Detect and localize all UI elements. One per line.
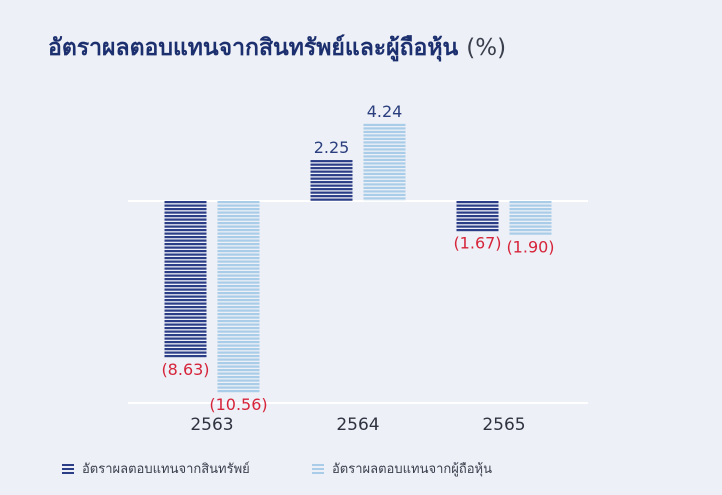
data-label-roe-2564: 4.24 <box>367 102 403 121</box>
legend-label-roa: อัตราผลตอบแทนจากสินทรัพย์ <box>82 462 250 477</box>
bar-roa-2564 <box>310 160 353 201</box>
legend-item-roe: อัตราผลตอบแทนจากผู้ถือหุ้น <box>312 458 492 479</box>
x-tick-label-2563: 2563 <box>190 415 233 435</box>
data-label-roe-2565: (1.90) <box>506 238 554 257</box>
bar-roa-2563 <box>164 201 207 358</box>
legend-swatch-roa <box>62 464 74 474</box>
data-label-roe-2563: (10.56) <box>209 395 267 414</box>
data-label-roa-2564: 2.25 <box>314 138 350 157</box>
bar-roe-2564 <box>363 123 406 201</box>
x-tick-label-2565: 2565 <box>482 415 525 435</box>
bar-roa-2565 <box>456 201 499 232</box>
chart-title-text: อัตราผลตอบแทนจากสินทรัพย์และผู้ถือหุ้น <box>48 35 459 61</box>
legend-label-roe: อัตราผลตอบแทนจากผู้ถือหุ้น <box>332 462 492 477</box>
data-label-roa-2563: (8.63) <box>161 360 209 379</box>
chart-title: อัตราผลตอบแทนจากสินทรัพย์และผู้ถือหุ้น (… <box>48 30 506 66</box>
bar-roe-2563 <box>217 201 260 393</box>
data-label-roa-2565: (1.67) <box>453 233 501 252</box>
chart-title-unit: (%) <box>466 35 507 61</box>
legend-item-roa: อัตราผลตอบแทนจากสินทรัพย์ <box>62 458 250 479</box>
bar-roe-2565 <box>509 201 552 235</box>
legend-swatch-roe <box>312 464 324 474</box>
x-tick-label-2564: 2564 <box>336 415 379 435</box>
